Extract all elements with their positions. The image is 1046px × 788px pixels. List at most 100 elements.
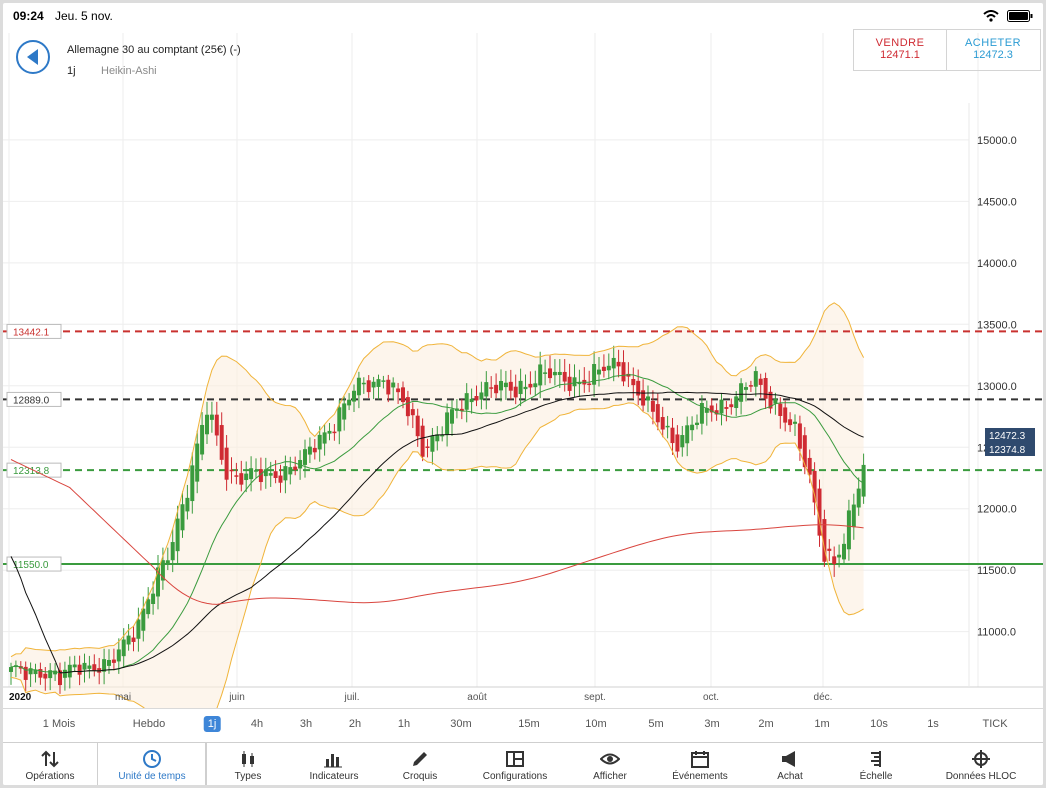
candle [214,414,219,436]
candle [636,380,641,396]
candle [283,466,288,481]
candle [249,468,254,480]
candle [690,424,695,431]
timeframe-option[interactable]: Hebdo [132,718,166,730]
candle [342,403,347,420]
tab-group-divider [205,743,206,785]
tab-crosshair[interactable]: Données HLOC [919,743,1043,785]
tab-bars[interactable]: Indicateurs [291,743,377,785]
candle [592,364,597,385]
tab-pencil[interactable]: Croquis [377,743,463,785]
bollinger-upper-line [10,302,865,658]
candle [234,475,239,477]
tab-megaphone[interactable]: Achat [747,743,833,785]
candle [376,379,381,387]
candle [587,383,592,386]
tab-label: Indicateurs [309,771,359,782]
candle [699,402,704,424]
wifi-icon [982,10,999,22]
candle [102,659,107,672]
candles-icon [242,751,254,767]
x-tick-label: oct. [703,692,719,703]
candle [538,364,543,386]
tab-candles[interactable]: Types [205,743,291,785]
timeframe-option[interactable]: 15m [518,718,540,730]
timeframe-option[interactable]: TICK [982,718,1008,730]
candle [38,669,43,678]
x-tick-label: mai [115,692,131,703]
triangle-left-icon [27,49,38,65]
candle [401,387,405,403]
candle [258,469,263,483]
candle [812,470,817,503]
timeframe-option[interactable]: 3h [299,718,313,730]
calendar-icon [691,751,709,768]
candle [28,668,33,675]
y-tick-label: 14000.0 [977,258,1017,270]
timeframe-option[interactable]: 2h [348,718,362,730]
timeframe-option[interactable]: 30m [450,718,472,730]
candle [616,361,621,367]
candle [597,369,601,375]
tab-arrows-updown[interactable]: Opérations [3,743,97,785]
buy-button[interactable]: ACHETER 12472.3 [947,30,1039,70]
candle [783,407,788,423]
timeframe-option[interactable]: 4h [250,718,264,730]
candle [739,383,744,402]
candle [748,385,753,387]
timeframe-option[interactable]: 2m [758,718,774,730]
candle [856,488,861,508]
candle [312,447,317,453]
candle [121,639,126,657]
bollinger-lower-line [10,402,864,708]
x-tick-label: juil. [343,692,359,703]
timeframe-option[interactable]: 1s [927,718,939,730]
back-button[interactable] [16,40,50,74]
candle [405,397,410,417]
candle [420,425,425,457]
timeframe-option[interactable]: 1m [814,718,830,730]
timeframe-option[interactable]: 1j [203,716,221,732]
tab-label: Opérations [25,771,75,782]
candle [82,662,87,670]
candle [58,670,62,686]
y-tick-label: 11000.0 [977,627,1016,639]
candle [195,443,200,482]
tab-calendar[interactable]: Événements [653,743,747,785]
sell-price: 12471.1 [880,49,920,61]
tab-clock[interactable]: Unité de temps [97,743,207,785]
level-label: 13442.1 [13,327,50,338]
tab-eye[interactable]: Afficher [567,743,653,785]
timeframe-option[interactable]: 5m [648,718,664,730]
chart-header: Allemagne 30 au comptant (25€) (-) 1j He… [3,29,1043,99]
candle [660,417,665,430]
candle [543,372,548,374]
sell-button[interactable]: VENDRE 12471.1 [854,30,947,70]
price-chart[interactable]: 15000.014500.014000.013500.013000.012500… [3,3,1043,708]
x-tick-label: août [467,692,487,703]
candle [842,543,846,560]
buy-label: ACHETER [964,37,1022,49]
candle [293,466,298,470]
candle [744,387,748,390]
candle [87,665,92,669]
y-tick-label: 13500.0 [977,319,1017,331]
tab-scale[interactable]: Échelle [833,743,919,785]
timeframe-option[interactable]: 1 Mois [42,718,76,730]
timeframe-option[interactable]: 10s [870,718,888,730]
candle [43,673,48,679]
candle [513,386,518,398]
candle [518,380,523,395]
candle [552,371,557,376]
candle [190,465,195,502]
candle [606,365,611,371]
timeframe-option[interactable]: 1h [397,718,411,730]
candle [307,446,312,455]
tab-layout[interactable]: Configurations [463,743,567,785]
candle [396,388,401,393]
candle [719,399,724,414]
candle [92,664,97,671]
timeframe-option[interactable]: 3m [704,718,720,730]
y-tick-label: 13000.0 [977,381,1017,393]
timeframe-option[interactable]: 10m [585,718,607,730]
